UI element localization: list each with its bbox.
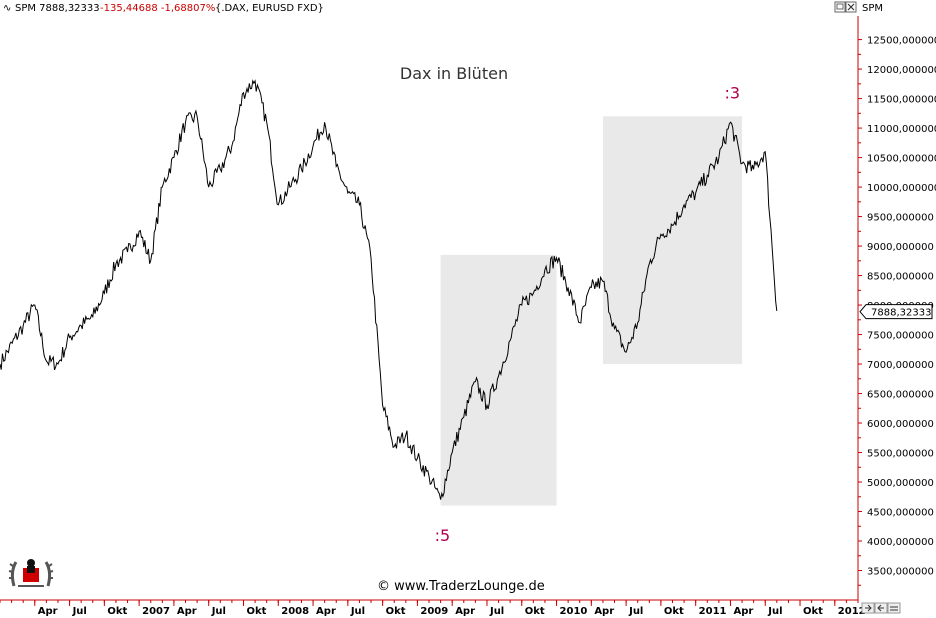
highlight-box-1 <box>440 254 557 506</box>
x-tick-label: Okt <box>246 606 266 617</box>
x-tick-label: Jul <box>489 606 504 617</box>
y-tick-label: 3500,000000 <box>867 567 934 578</box>
x-tick-label: Apr <box>733 606 753 617</box>
x-tick-label: Apr <box>455 606 475 617</box>
x-tick-label: 2012 <box>838 606 866 617</box>
last-value-label: 7888,32333 <box>871 308 931 319</box>
right-panel-label: SPM <box>862 3 883 14</box>
y-tick-label: 6500,000000 <box>867 390 934 401</box>
chart-header: ∿ SPM 7888,32333 -135,44688 -1,68807% {.… <box>3 3 883 14</box>
y-tick-label: 9000,000000 <box>867 242 934 253</box>
y-tick-label: 10500,000000 <box>867 154 936 165</box>
traderzlounge-logo <box>8 559 54 587</box>
x-tick-label: Jul <box>350 606 365 617</box>
x-tick-label: Okt <box>664 606 684 617</box>
x-tick-label: Jul <box>72 606 87 617</box>
zoom-icon <box>890 606 898 611</box>
wave-annotations: :5 :3 <box>435 84 740 545</box>
x-tick-label: 2011 <box>699 606 727 617</box>
y-tick-label: 9500,000000 <box>867 213 934 224</box>
y-tick-label: 11000,000000 <box>867 124 936 135</box>
x-tick-label: 2007 <box>142 606 170 617</box>
maximize-icon <box>834 1 846 13</box>
y-tick-label: 8500,000000 <box>867 272 934 283</box>
x-tick-label: Apr <box>594 606 614 617</box>
y-tick-label: 6000,000000 <box>867 419 934 430</box>
chart-title: Dax in Blüten <box>400 64 508 83</box>
arrow-left-icon <box>877 604 884 612</box>
x-tick-label: Okt <box>525 606 545 617</box>
x-tick-label: 2010 <box>560 606 588 617</box>
x-tick-label: Jul <box>628 606 643 617</box>
wave-symbol-icon: ∿ <box>3 3 11 14</box>
y-tick-label: 12000,000000 <box>867 65 936 76</box>
price-series-line <box>0 79 778 500</box>
y-tick-label: 4000,000000 <box>867 537 934 548</box>
y-tick-label: 7000,000000 <box>867 360 934 371</box>
symbol-prefix: SPM 7888,32333 <box>15 3 100 14</box>
x-tick-label: Apr <box>177 606 197 617</box>
instrument-label: {.DAX, EURUSD FXD} <box>215 3 324 14</box>
y-tick-label: 5500,000000 <box>867 449 934 460</box>
wave-label: :3 <box>724 84 740 103</box>
x-tick-label: Okt <box>107 606 127 617</box>
x-axis: Apr Jul Okt 2007 Apr Jul Okt 2008 Apr Jul Okt 2009 A… <box>0 600 866 617</box>
x-tick-label: Jul <box>767 606 782 617</box>
x-tick-label: 2008 <box>281 606 309 617</box>
y-tick-label: 11500,000000 <box>867 95 936 106</box>
scroll-left-button[interactable] <box>861 602 875 614</box>
highlight-boxes <box>440 116 743 506</box>
arrow-right-icon <box>865 604 872 612</box>
wave-label: :5 <box>435 526 451 545</box>
y-tick-label: 4500,000000 <box>867 508 934 519</box>
scroll-right-button[interactable] <box>874 602 888 614</box>
y-tick-label: 5000,000000 <box>867 478 934 489</box>
y-tick-label: 7500,000000 <box>867 331 934 342</box>
x-tick-label: Okt <box>803 606 823 617</box>
x-tick-label: 2009 <box>420 606 448 617</box>
y-tick-label: 10000,000000 <box>867 183 936 194</box>
x-tick-label: Apr <box>38 606 58 617</box>
last-value-marker: 7888,32333 <box>859 304 933 320</box>
maximize-button[interactable] <box>834 1 846 13</box>
x-tick-label: Apr <box>316 606 336 617</box>
copyright-text: © www.TraderzLounge.de <box>377 579 545 594</box>
highlight-box-2 <box>602 116 743 365</box>
y-tick-label: 12500,000000 <box>867 36 936 47</box>
chart-scroll-controls <box>861 602 901 614</box>
zoom-button[interactable] <box>887 602 901 614</box>
x-tick-label: Jul <box>211 606 226 617</box>
x-tick-label: Okt <box>386 606 406 617</box>
price-change: -135,44688 -1,68807% <box>100 3 215 14</box>
close-button[interactable] <box>845 1 857 13</box>
